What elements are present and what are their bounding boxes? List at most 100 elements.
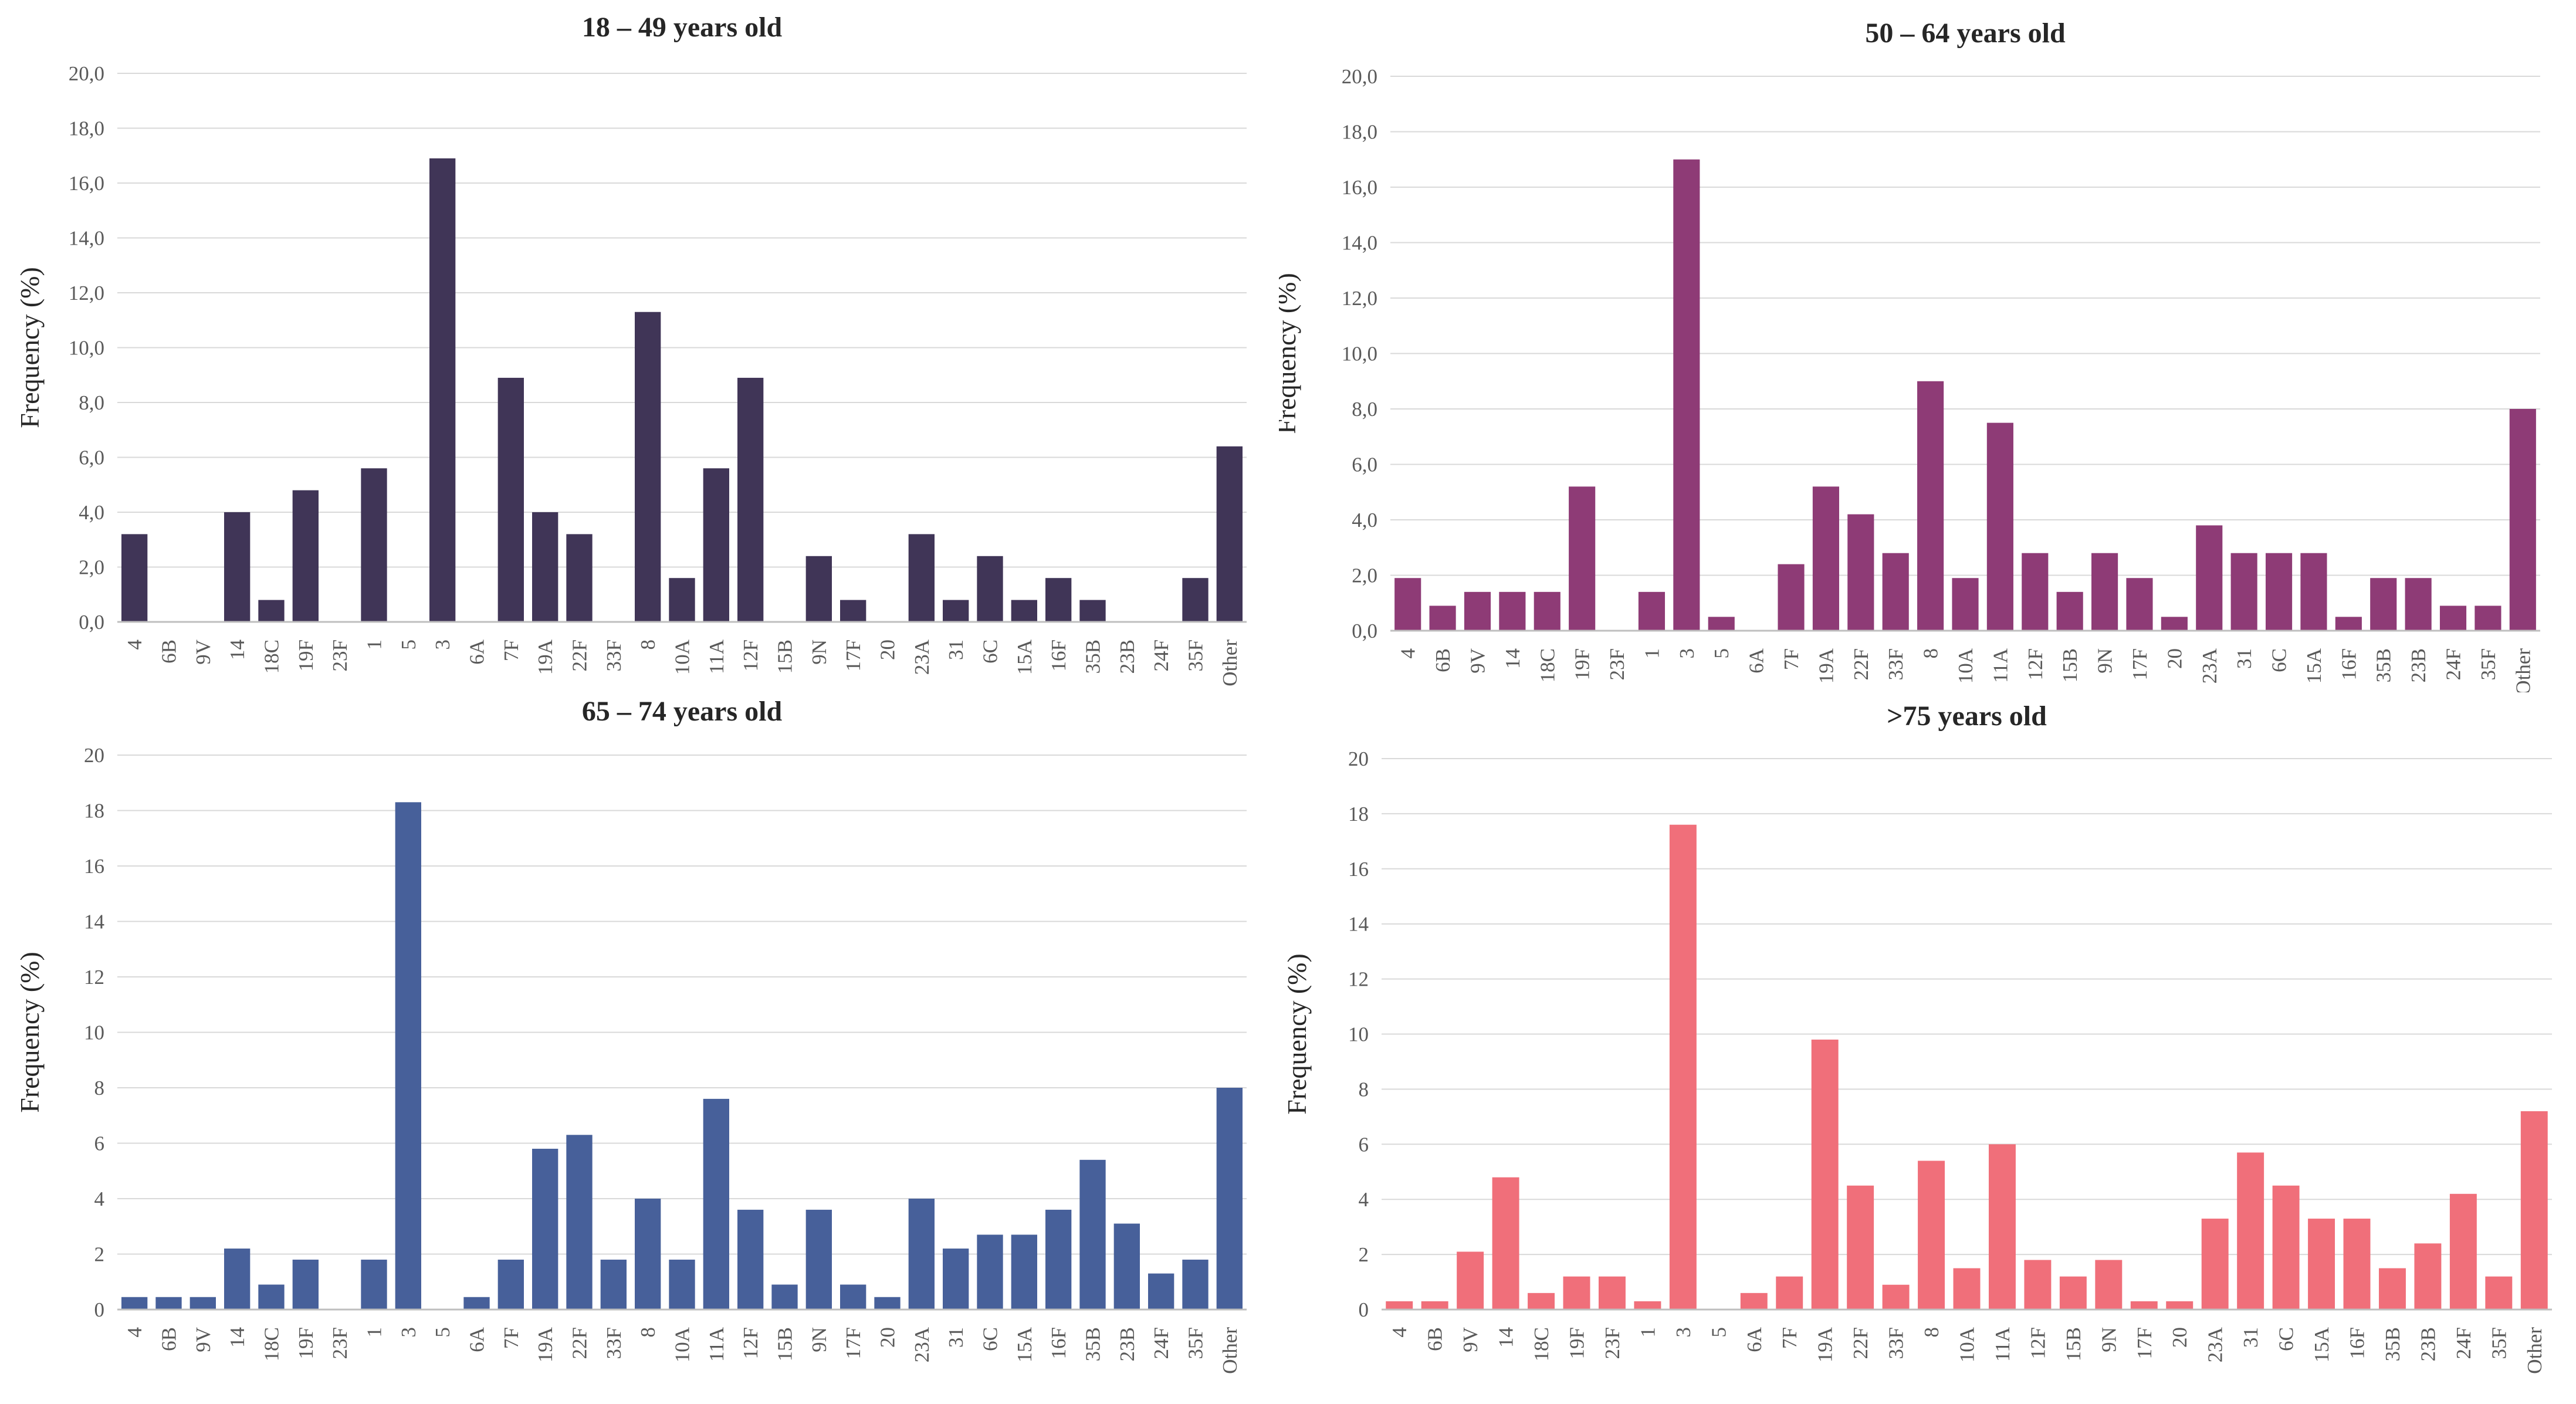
bar-8 [1917, 381, 1944, 631]
bar-10a [669, 1259, 695, 1310]
bar-31 [2237, 1152, 2264, 1310]
x-tick-label: 22F [1850, 648, 1873, 680]
y-tick-label: 10 [1348, 1023, 1369, 1046]
bar-3 [1669, 824, 1697, 1310]
x-tick-label: 1 [363, 1327, 386, 1338]
bar-7f [1776, 1276, 1803, 1310]
x-tick-label: 24F [1150, 1327, 1173, 1359]
x-tick-label: 16F [1047, 1327, 1070, 1359]
bar-15a [1011, 600, 1037, 622]
y-tick-label: 20 [1348, 747, 1369, 770]
bar-6b [1421, 1301, 1448, 1310]
y-tick-label: 14 [1348, 913, 1369, 936]
x-tick-label: 18C [1536, 648, 1559, 682]
bar-18c [1534, 591, 1561, 631]
x-tick-label: 17F [2133, 1327, 2156, 1359]
y-tick-label: 2 [94, 1243, 105, 1266]
bar-35b [1079, 600, 1106, 622]
x-tick-label: 15B [774, 1327, 797, 1361]
x-tick-label: 33F [602, 640, 625, 671]
x-tick-label: 31 [2233, 648, 2256, 669]
x-tick-label: 1 [1640, 648, 1663, 659]
bar-8 [635, 312, 661, 622]
x-tick-label: 12F [2026, 1327, 2049, 1359]
x-tick-label: 10A [1956, 1327, 1979, 1362]
x-tick-label: 15A [1013, 639, 1036, 675]
bar-11a [1986, 422, 2013, 631]
x-tick-label: 35F [1184, 1327, 1207, 1359]
x-tick-label: 23F [1606, 648, 1629, 680]
x-tick-label: 5 [397, 640, 420, 650]
x-tick-label: 14 [1501, 648, 1524, 669]
x-tick-label: 24F [2442, 648, 2465, 680]
bar-9v [1457, 1251, 1484, 1310]
x-tick-label: 31 [2239, 1327, 2262, 1348]
bar-23b [2405, 578, 2432, 631]
bar-16f [2335, 617, 2362, 631]
bar-23b [1113, 1223, 1140, 1310]
x-tick-label: 6A [1743, 1327, 1766, 1352]
x-tick-label: 9N [2097, 1327, 2120, 1352]
x-tick-label: 14 [226, 1327, 249, 1348]
y-axis-label: Frequency (%) [1279, 273, 1301, 434]
bar-other [2520, 1111, 2548, 1310]
y-tick-label: 18,0 [69, 117, 104, 140]
y-tick-label: 18 [1348, 803, 1369, 826]
x-tick-label: 20 [2168, 1327, 2191, 1348]
y-tick-label: 8 [1359, 1078, 1369, 1101]
bar-6c [2272, 1185, 2300, 1310]
bar-4 [1394, 578, 1421, 631]
bar-12f [737, 377, 764, 622]
y-tick-label: 6 [94, 1132, 105, 1155]
x-tick-label: 17F [2128, 648, 2151, 680]
bar-22f [566, 534, 593, 622]
x-tick-label: 1 [1636, 1327, 1659, 1338]
bar-16f [1045, 578, 1072, 622]
x-tick-label: 20 [876, 640, 899, 660]
x-tick-label: 23A [910, 1327, 933, 1362]
bar-12f [2024, 1260, 2052, 1310]
bar-15b [2059, 1276, 2087, 1310]
bar-23a [908, 534, 935, 622]
x-tick-label: 14 [1495, 1327, 1518, 1348]
x-tick-label: 10A [1954, 648, 1977, 684]
x-tick-label: 31 [945, 640, 967, 660]
bar-8 [635, 1199, 661, 1310]
bar-22f [1847, 514, 1874, 631]
x-tick-label: 9N [808, 1327, 831, 1352]
bar-19f [292, 490, 319, 622]
x-tick-label: 23A [910, 639, 933, 675]
bar-4 [1386, 1301, 1413, 1310]
x-tick-label: 33F [602, 1327, 625, 1359]
bar-other [1216, 446, 1243, 622]
chart-panel-65-74: 0 2 4 6 8 10 12 14 16 18 20 4 6B 9V 14 18C 19F 23F 1 3 5 6A 7F… [0, 692, 1279, 1404]
x-tick-label: 8 [637, 1327, 659, 1338]
x-tick-label: 33F [1885, 1327, 1908, 1359]
y-tick-label: 2 [1359, 1243, 1369, 1266]
bar-19a [532, 1148, 558, 1310]
bar-17f [840, 600, 866, 622]
x-tick-label: 17F [842, 640, 865, 671]
x-tick-label: 23A [2204, 1327, 2227, 1362]
bar-23a [2196, 525, 2223, 631]
chart-svg-75-plus: 0 2 4 6 8 10 12 14 16 18 20 4 6B 9V 14 18C 19F 23F 1 3 5 6A 7F… [1282, 701, 2552, 1374]
x-tick-label: 4 [1388, 1327, 1411, 1338]
chart-panel-50-64: 0,0 2,0 4,0 6,0 8,0 10,0 12,0 14,0 16,0 18,0 20,0 4… [1279, 0, 2576, 692]
y-tick-label: 0,0 [79, 611, 104, 634]
bar-35f [2485, 1276, 2513, 1310]
x-tick-label: 7F [1778, 1327, 1801, 1349]
chart-svg-50-64: 0,0 2,0 4,0 6,0 8,0 10,0 12,0 14,0 16,0 18,0 20,0 4… [1279, 18, 2540, 692]
x-tick-label: 4 [1397, 648, 1420, 659]
y-tick-label: 12 [1348, 968, 1369, 991]
x-tick-label: 3 [397, 1327, 420, 1338]
y-tick-label: 14 [84, 911, 104, 933]
y-tick-label: 16,0 [69, 172, 104, 195]
bar-22f [566, 1135, 593, 1310]
x-tick-label: 18C [260, 1327, 283, 1361]
y-tick-label: 4 [94, 1188, 105, 1210]
bar-16f [2343, 1219, 2371, 1310]
x-tick-label: 5 [1707, 1327, 1730, 1338]
y-axis-label: Frequency (%) [15, 267, 45, 428]
x-tick-label: 18C [260, 640, 283, 674]
bar-17f [2126, 578, 2153, 631]
